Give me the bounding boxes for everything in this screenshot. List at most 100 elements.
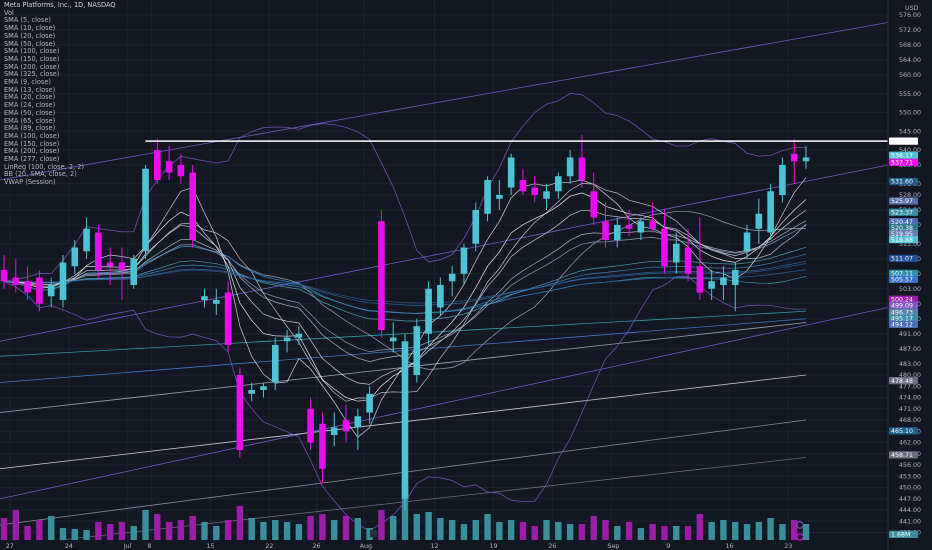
candle[interactable] — [696, 266, 704, 293]
candle[interactable] — [790, 153, 798, 162]
candle[interactable] — [590, 191, 598, 218]
candle[interactable] — [555, 176, 562, 192]
candle[interactable] — [0, 270, 8, 282]
candle[interactable] — [283, 337, 291, 342]
legend-item[interactable]: SMA (100, close) — [4, 47, 60, 56]
candle[interactable] — [271, 345, 279, 383]
candle[interactable] — [130, 258, 138, 285]
candle[interactable] — [755, 213, 763, 229]
linreg-middle — [0, 164, 889, 342]
legend-item[interactable]: EMA (50, close) — [4, 108, 56, 117]
legend-item[interactable]: SMA (10, close) — [4, 24, 56, 33]
legend-item[interactable]: SMA (5, close) — [4, 16, 51, 25]
candle[interactable] — [142, 168, 149, 252]
candle[interactable] — [448, 273, 456, 282]
legend-item[interactable]: SMA (20, close) — [4, 31, 56, 40]
candle[interactable] — [531, 187, 539, 196]
candle[interactable] — [731, 270, 739, 285]
candle[interactable] — [472, 210, 480, 244]
legend-item[interactable]: Vol — [4, 8, 14, 17]
legend-item[interactable]: EMA (9, close) — [4, 78, 51, 87]
candle[interactable] — [177, 165, 185, 177]
candle[interactable] — [484, 180, 491, 214]
candle[interactable] — [342, 420, 350, 432]
candle[interactable] — [47, 285, 55, 297]
candle[interactable] — [720, 277, 727, 286]
legend-item[interactable]: EMA (200, close) — [4, 147, 60, 156]
candle[interactable] — [366, 393, 373, 413]
legend-item[interactable]: BB (20, SMA, close, 2) — [4, 170, 77, 179]
event-icon[interactable] — [796, 521, 804, 529]
candle[interactable] — [260, 386, 267, 390]
price-tag-label: 520.38 — [891, 225, 913, 232]
legend-item[interactable]: LinReg (100, close, 2, 2) — [4, 162, 84, 171]
candle[interactable] — [602, 221, 609, 240]
legend-item[interactable]: SMA (150, close) — [4, 54, 60, 63]
candle[interactable] — [413, 326, 421, 375]
candle[interactable] — [613, 225, 621, 240]
candle[interactable] — [684, 247, 692, 274]
candle[interactable] — [767, 191, 774, 233]
legend-item[interactable]: SMA (50, close) — [4, 39, 56, 48]
event-icon[interactable] — [796, 533, 804, 541]
candle[interactable] — [637, 221, 645, 233]
legend-item[interactable]: EMA (13, close) — [4, 85, 56, 94]
candle[interactable] — [672, 243, 680, 263]
candle[interactable] — [83, 228, 90, 252]
volume-bar — [354, 518, 362, 540]
candle[interactable] — [201, 296, 208, 300]
candle[interactable] — [165, 161, 173, 173]
legend-item[interactable]: EMA (150, close) — [4, 139, 60, 148]
volume-bar — [366, 528, 373, 540]
candle[interactable] — [802, 157, 810, 162]
candle[interactable] — [295, 333, 303, 338]
candle[interactable] — [779, 165, 786, 195]
candle[interactable] — [106, 262, 114, 267]
candle[interactable] — [189, 172, 197, 241]
candle[interactable] — [95, 232, 102, 271]
legend-item[interactable]: EMA (100, close) — [4, 131, 60, 140]
candle[interactable] — [401, 341, 409, 499]
candle[interactable] — [71, 247, 79, 267]
candle[interactable] — [307, 408, 314, 443]
legend-item[interactable]: EMA (277, close) — [4, 155, 60, 164]
candle[interactable] — [248, 390, 255, 394]
legend-item[interactable]: EMA (89, close) — [4, 124, 56, 133]
candle[interactable] — [743, 232, 751, 252]
candle[interactable] — [543, 191, 550, 199]
candle[interactable] — [661, 228, 668, 267]
legend-item[interactable]: EMA (65, close) — [4, 116, 56, 125]
legend-item[interactable]: EMA (24, close) — [4, 101, 56, 110]
candle[interactable] — [708, 281, 715, 289]
candle[interactable] — [24, 281, 31, 293]
candle[interactable] — [649, 221, 656, 229]
candle[interactable] — [578, 157, 586, 181]
candle[interactable] — [425, 288, 432, 334]
candle[interactable] — [625, 225, 633, 229]
legend-item[interactable]: SMA (200, close) — [4, 62, 60, 71]
candle[interactable] — [236, 375, 244, 450]
candle[interactable] — [519, 180, 527, 192]
candle[interactable] — [36, 277, 43, 304]
candle[interactable] — [354, 416, 362, 428]
candle[interactable] — [59, 262, 67, 301]
legend-item[interactable]: SMA (325, close) — [4, 70, 60, 79]
candle[interactable] — [566, 157, 574, 177]
candle[interactable] — [496, 195, 503, 199]
candle[interactable] — [154, 150, 161, 180]
price-tick-label: 545.00 — [899, 128, 921, 135]
legend-item[interactable]: EMA (20, close) — [4, 93, 56, 102]
candle[interactable] — [378, 221, 385, 330]
candle[interactable] — [212, 300, 220, 304]
legend-item[interactable]: VWAP (Session) — [4, 178, 56, 187]
candle[interactable] — [507, 157, 515, 188]
candle[interactable] — [118, 262, 126, 271]
candle[interactable] — [460, 247, 468, 274]
candle[interactable] — [389, 337, 397, 342]
candle[interactable] — [437, 285, 444, 308]
candle[interactable] — [12, 277, 20, 286]
candle[interactable] — [224, 292, 232, 346]
candle[interactable] — [330, 427, 338, 436]
candle[interactable] — [319, 423, 326, 469]
